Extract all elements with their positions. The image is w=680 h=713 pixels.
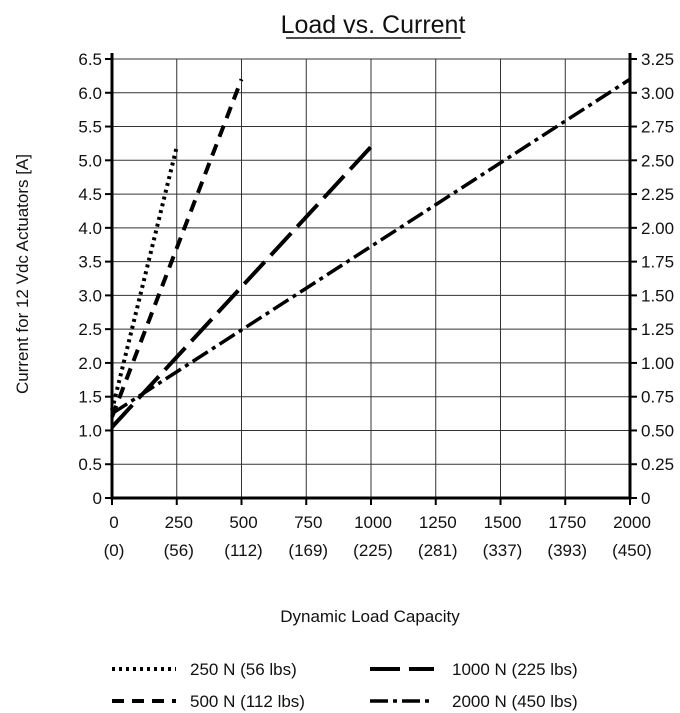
x-tick-label: 0 [109, 513, 118, 532]
legend-label: 250 N (56 lbs) [190, 660, 297, 679]
series-group [110, 77, 631, 429]
y2-tick-label: 0.75 [641, 388, 674, 407]
y-tick-label: 1.0 [78, 421, 102, 440]
y-tick-label: 1.5 [78, 388, 102, 407]
x-axis-title: Dynamic Load Capacity [280, 607, 460, 626]
y-tick-label: 6.5 [78, 50, 102, 69]
x-tick-label: 1750 [548, 513, 586, 532]
x-tick-sublabel: (337) [483, 541, 523, 560]
x-tick-label: 750 [294, 513, 322, 532]
y2-tick-label: 2.25 [641, 185, 674, 204]
y2-tick-label: 0.25 [641, 455, 674, 474]
y2-tick-label: 0 [641, 489, 650, 508]
y-tick-label: 6.0 [78, 84, 102, 103]
x-tick-sublabel: (450) [612, 541, 652, 560]
x-tick-sublabel: (393) [547, 541, 587, 560]
x-tick-sublabel: (169) [288, 541, 328, 560]
x-tick-sublabel: (225) [353, 541, 393, 560]
x-tick-sublabel: (281) [418, 541, 458, 560]
y-tick-label: 2.0 [78, 354, 102, 373]
chart-title: Load vs. Current [281, 11, 466, 39]
y-tick-label: 2.5 [78, 320, 102, 339]
y2-tick-label: 2.00 [641, 219, 674, 238]
x-tick-label: 500 [229, 513, 257, 532]
y-tick-label: 3.5 [78, 253, 102, 272]
x-tick-sublabel: (56) [164, 541, 194, 560]
series-line-long-dash [110, 145, 373, 429]
legend: 250 N (56 lbs) 500 N (112 lbs) 1000 N (225… [112, 660, 578, 711]
y2-tick-label: 1.00 [641, 354, 674, 373]
y2-tick-label: 3.00 [641, 84, 674, 103]
series-line-dashed [110, 78, 244, 418]
series-line-dash-dot [111, 77, 631, 416]
series-line-dotted [110, 146, 179, 411]
x-tick-label: 250 [165, 513, 193, 532]
y2-tick-label: 1.25 [641, 320, 674, 339]
y-tick-label: 4.0 [78, 219, 102, 238]
y2-tick-label: 2.50 [641, 151, 674, 170]
y-tick-label: 5.5 [78, 118, 102, 137]
y-tick-label: 0.5 [78, 455, 102, 474]
y-tick-label: 5.0 [78, 151, 102, 170]
grid [112, 58, 630, 498]
y-tick-label: 4.5 [78, 185, 102, 204]
y2-tick-label: 0.50 [641, 421, 674, 440]
y-axis-title: Current for 12 Vdc Actuators [A] [13, 154, 32, 394]
y2-tick-label: 3.25 [641, 50, 674, 69]
y2-tick-label: 1.75 [641, 253, 674, 272]
legend-label: 2000 N (450 lbs) [452, 692, 578, 711]
y-tick-label: 3.0 [78, 286, 102, 305]
x-tick-label: 1500 [484, 513, 522, 532]
y2-tick-label: 2.75 [641, 118, 674, 137]
y-tick-label: 0 [93, 489, 102, 508]
x-tick-label: 1000 [354, 513, 392, 532]
legend-label: 500 N (112 lbs) [190, 692, 305, 711]
x-tick-sublabel: (0) [104, 541, 125, 560]
tick-labels: 0 0.5 1.0 1.5 2.0 2.5 3.0 3.5 4.0 4.5 5.0 5.5 6.0 6.5… [78, 50, 674, 560]
legend-label: 1000 N (225 lbs) [452, 660, 578, 679]
x-tick-sublabel: (112) [224, 541, 262, 560]
x-tick-label: 2000 [613, 513, 651, 532]
y2-tick-label: 1.50 [641, 286, 674, 305]
x-tick-label: 1250 [419, 513, 457, 532]
